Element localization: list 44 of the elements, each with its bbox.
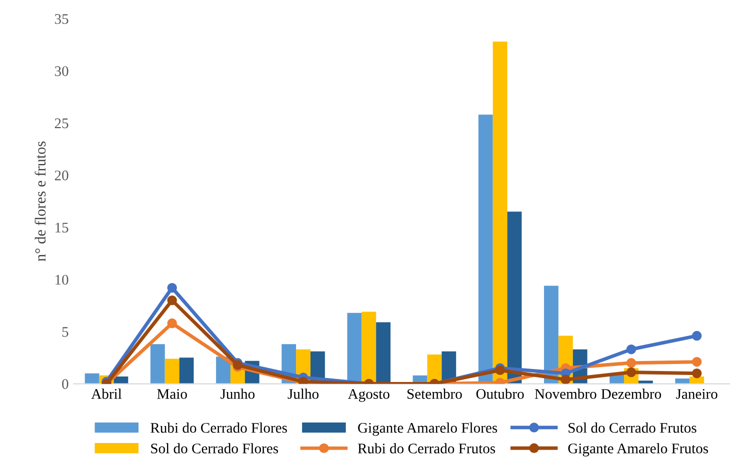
bar [179,358,194,384]
y-tick-label: 0 [62,379,68,389]
bar [84,373,100,384]
x-tick-label: Novembro [534,388,596,399]
legend-label: Gigante Amarelo Flores [358,422,498,436]
x-tick-label: Setembro [407,388,462,399]
y-tick-label: 20 [54,170,68,180]
y-tick-label: 30 [54,66,68,76]
point [167,295,177,306]
x-tick-label: Janeiro [676,389,718,399]
point [626,358,636,368]
bar [150,344,165,384]
bar [544,286,558,384]
legend-label: Rubi do Cerrado Frutos [358,443,496,454]
point [692,330,702,341]
point [692,368,702,378]
legend-label: Rubi do Cerrado Flores [150,422,287,433]
bar [492,42,508,384]
x-tick-label: Junho [220,388,255,399]
point [495,365,505,376]
x-tick-label: Julho [288,388,319,399]
y-axis-title: n° de flores e frutos [34,141,46,262]
y-tick-label: 35 [54,14,68,24]
legend-label: Gigante Amarelo Frutos [568,443,708,456]
point [167,282,177,293]
point [626,344,636,354]
point [692,356,702,367]
bar [376,322,391,384]
point [560,374,571,384]
bar [362,312,376,384]
y-tick-label: 5 [62,327,68,337]
y-tick-label: 10 [56,274,68,285]
legend-label: Sol do Cerrado Frutos [568,422,696,433]
bar [507,212,522,384]
x-tick-label: Abril [91,388,122,399]
y-tick-label: 15 [56,222,68,233]
point [167,318,177,328]
legend-label: Sol do Cerrado Flores [151,443,278,454]
x-tick-label: Dezembro [601,388,662,399]
x-tick-label: Maio [157,389,187,399]
y-tick-label: 25 [54,118,68,128]
bar [164,358,180,384]
x-tick-label: Outubro [476,388,524,399]
x-tick-label: Agosto [348,389,390,402]
